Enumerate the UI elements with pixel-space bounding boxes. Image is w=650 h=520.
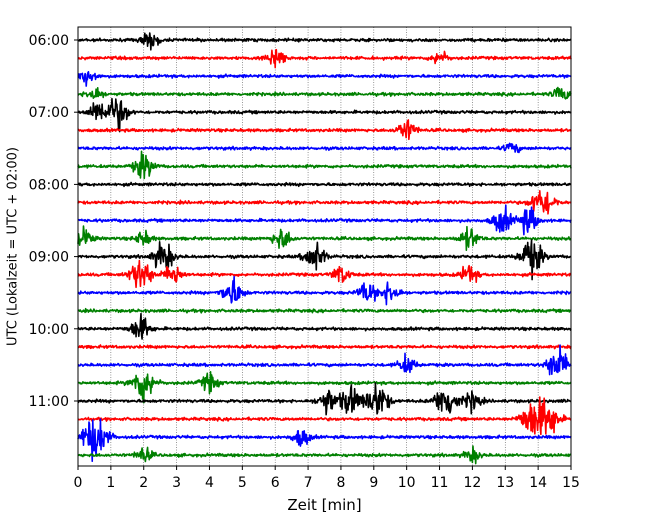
trace-0815 [77,189,572,215]
trace-1030 [77,344,572,376]
y-tick-label: 10:00 [29,322,69,338]
x-tick-label: 10 [398,475,416,491]
trace-1015 [77,344,572,350]
trace-1100 [77,382,572,416]
y-tick-label: 09:00 [29,250,69,266]
x-tick-label: 5 [238,475,247,491]
y-axis: 06:00 07:00 08:00 09:00 10:00 11:00 [29,33,78,410]
x-tick-label: 9 [369,475,378,491]
y-tick-label: 06:00 [29,33,69,49]
x-tick-label: 4 [205,475,214,491]
trace-0645 [77,86,572,100]
trace-lines [77,32,572,465]
trace-0600 [77,32,572,51]
trace-1115 [77,396,572,436]
y-tick-label: 11:00 [29,394,69,410]
x-tick-label: 15 [562,475,580,491]
trace-0930 [77,275,572,306]
trace-0830 [77,204,572,236]
x-tick-label: 7 [304,475,313,491]
trace-0845 [77,225,572,251]
x-tick-label: 8 [336,475,345,491]
trace-0715 [77,119,572,141]
trace-0945 [77,307,572,314]
trace-0630 [77,70,572,87]
trace-0745 [77,150,572,180]
trace-1130 [77,418,572,463]
trace-1000 [77,312,572,340]
x-tick-label: 11 [431,475,449,491]
plot-frame [77,26,572,467]
x-tick-label: 12 [463,475,481,491]
trace-0730 [77,142,572,154]
trace-0700 [77,97,572,133]
x-tick-label: 6 [271,475,280,491]
trace-0615 [77,48,572,69]
trace-0800 [77,181,572,188]
x-tick-label: 0 [74,475,83,491]
x-tick-label: 1 [106,475,115,491]
trace-1045 [77,370,572,404]
trace-0900 [77,239,572,281]
x-axis-label: Zeit [min] [287,496,361,514]
x-axis: 0 1 2 3 4 5 6 7 8 9 10 11 12 13 14 15 [74,466,580,491]
trace-1145 [77,445,572,465]
trace-0915 [77,259,572,289]
x-tick-label: 13 [496,475,514,491]
x-tick-label: 2 [139,475,148,491]
y-tick-label: 07:00 [29,105,69,121]
x-tick-label: 3 [172,475,181,491]
y-axis-label: UTC (Lokalzeit = UTC + 02:00) [6,147,21,346]
x-tick-label: 14 [529,475,547,491]
y-tick-label: 08:00 [29,177,69,193]
